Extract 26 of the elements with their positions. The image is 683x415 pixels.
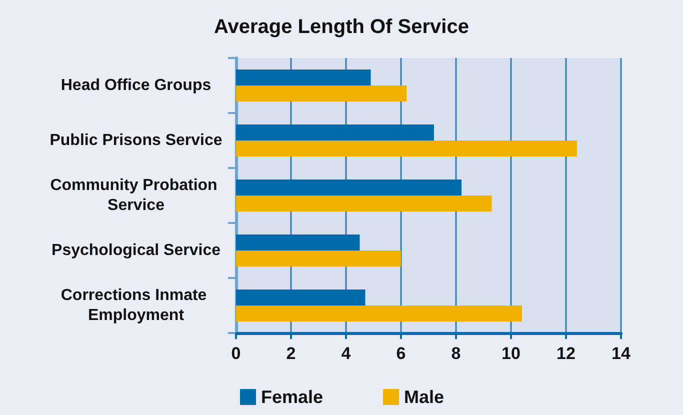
bar xyxy=(236,196,492,212)
y-tick-label: Head Office Groups xyxy=(60,77,212,94)
x-tick-label: 2 xyxy=(286,344,296,363)
y-tick-label: Public Prisons Service xyxy=(50,132,222,149)
x-tick-label: 4 xyxy=(341,344,352,363)
bar xyxy=(236,290,366,306)
x-tick-label: 8 xyxy=(451,344,461,363)
x-tick-label: 10 xyxy=(502,344,520,363)
legend-label: Female xyxy=(261,387,324,407)
bar xyxy=(236,306,522,322)
legend-label: Male xyxy=(404,387,444,407)
y-tick-label: Psychological Service xyxy=(52,242,221,259)
bar xyxy=(236,250,401,266)
bar xyxy=(236,234,360,250)
bar xyxy=(236,124,434,140)
x-tick-label: 14 xyxy=(612,344,631,363)
y-tick-label: Community Probation Service xyxy=(50,177,222,214)
bar xyxy=(236,86,406,102)
y-tick-label: Corrections Inmate Employment xyxy=(60,287,212,324)
chart-title: Average Length Of Service xyxy=(214,16,469,38)
bar xyxy=(236,180,462,196)
x-tick-label: 0 xyxy=(231,344,241,363)
bar xyxy=(236,70,371,86)
x-tick-label: 12 xyxy=(556,344,576,363)
bar xyxy=(236,140,577,156)
x-tick-label: 6 xyxy=(396,344,406,363)
